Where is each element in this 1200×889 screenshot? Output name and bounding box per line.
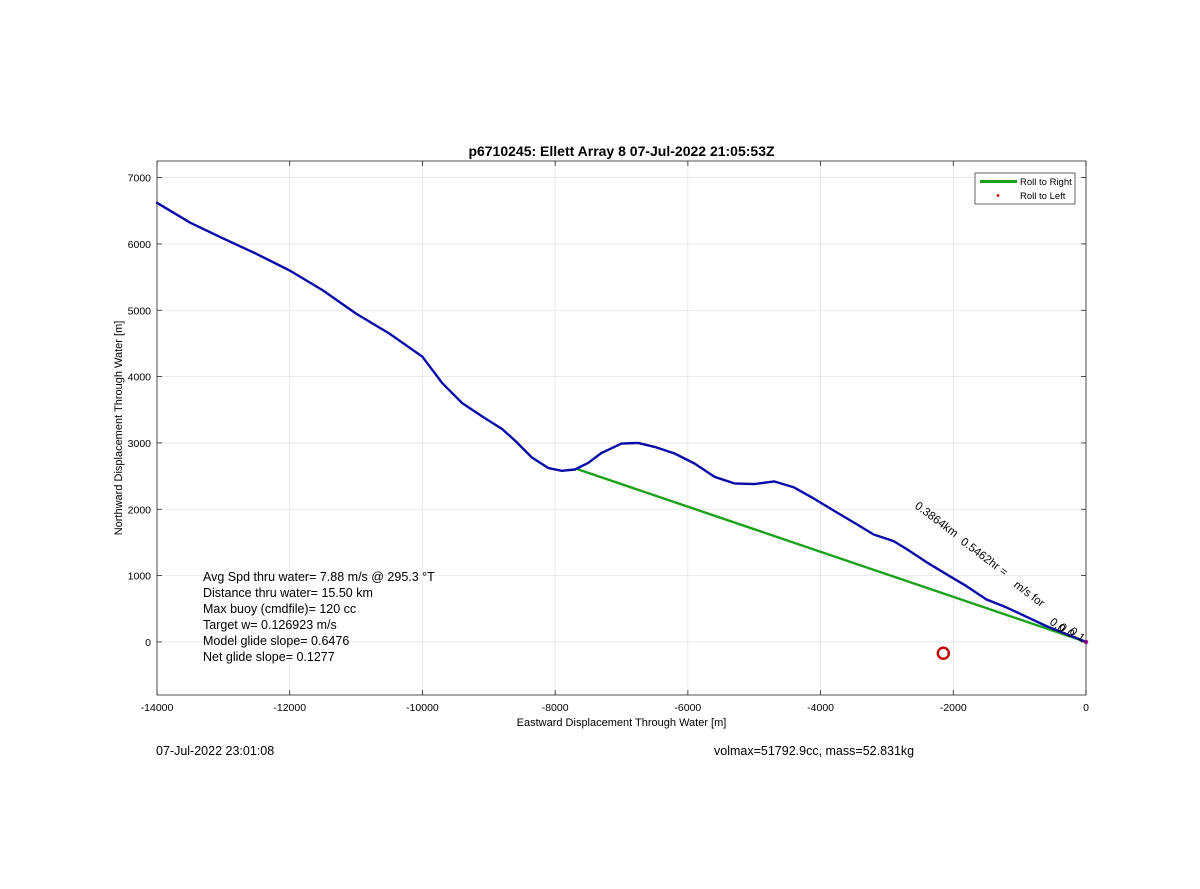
y-tick-label: 6000 bbox=[128, 239, 152, 251]
legend-label-roll-right: Roll to Right bbox=[1020, 177, 1072, 188]
stat-target-w: Target w= 0.126923 m/s bbox=[203, 618, 337, 632]
legend-swatch-roll-left bbox=[996, 194, 1000, 197]
x-tick-label: -4000 bbox=[807, 702, 834, 714]
y-tick-label: 0 bbox=[145, 637, 151, 649]
legend-label-roll-left: Roll to Left bbox=[1020, 191, 1066, 202]
legend-box bbox=[974, 172, 1076, 205]
y-tick-label: 7000 bbox=[128, 173, 152, 185]
position-marker bbox=[936, 646, 951, 660]
x-tick-label: -12000 bbox=[273, 702, 306, 714]
series-layer bbox=[155, 201, 1089, 660]
legend: Roll to Right Roll to Left bbox=[974, 172, 1076, 205]
y-tick-label: 1000 bbox=[128, 571, 152, 583]
y-axis-label: Northward Displacement Through Water [m] bbox=[113, 321, 125, 536]
series-line-track bbox=[155, 201, 1088, 644]
axes-box bbox=[156, 160, 1087, 696]
y-tick-label: 2000 bbox=[128, 504, 152, 516]
stat-max-buoy: Max buoy (cmdfile)= 120 cc bbox=[203, 602, 356, 616]
x-tick-label: -10000 bbox=[406, 702, 439, 714]
chart-title: p6710245: Ellett Array 8 07-Jul-2022 21:… bbox=[468, 143, 775, 159]
stats-block: Avg Spd thru water= 7.88 m/s @ 295.3 °T … bbox=[203, 570, 435, 664]
stat-model-glide: Model glide slope= 0.6476 bbox=[203, 634, 349, 648]
x-tick-label: 0 bbox=[1083, 702, 1089, 714]
y-tick-label: 3000 bbox=[128, 438, 152, 450]
stat-avg-speed: Avg Spd thru water= 7.88 m/s @ 295.3 °T bbox=[203, 570, 435, 584]
x-axis-label: Eastward Displacement Through Water [m] bbox=[517, 717, 727, 729]
y-tick-label: 5000 bbox=[128, 305, 152, 317]
x-tick-label: -8000 bbox=[542, 702, 569, 714]
series-line-net bbox=[577, 468, 1088, 644]
plot-area bbox=[157, 161, 1086, 695]
stat-distance: Distance thru water= 15.50 km bbox=[203, 586, 373, 600]
x-tick-label: -6000 bbox=[674, 702, 701, 714]
ticks: -14000 -12000 -10000 -8000 -6000 -4000 -2000 0 0… bbox=[128, 161, 1089, 714]
x-tick-label: -14000 bbox=[141, 702, 174, 714]
x-tick-label: -2000 bbox=[940, 702, 967, 714]
footer-timestamp: 07-Jul-2022 23:01:08 bbox=[156, 744, 275, 758]
footer-vehicle-info: volmax=51792.9cc, mass=52.831kg bbox=[714, 744, 915, 758]
y-tick-label: 4000 bbox=[128, 372, 152, 384]
stat-net-glide: Net glide slope= 0.1277 bbox=[203, 650, 335, 664]
